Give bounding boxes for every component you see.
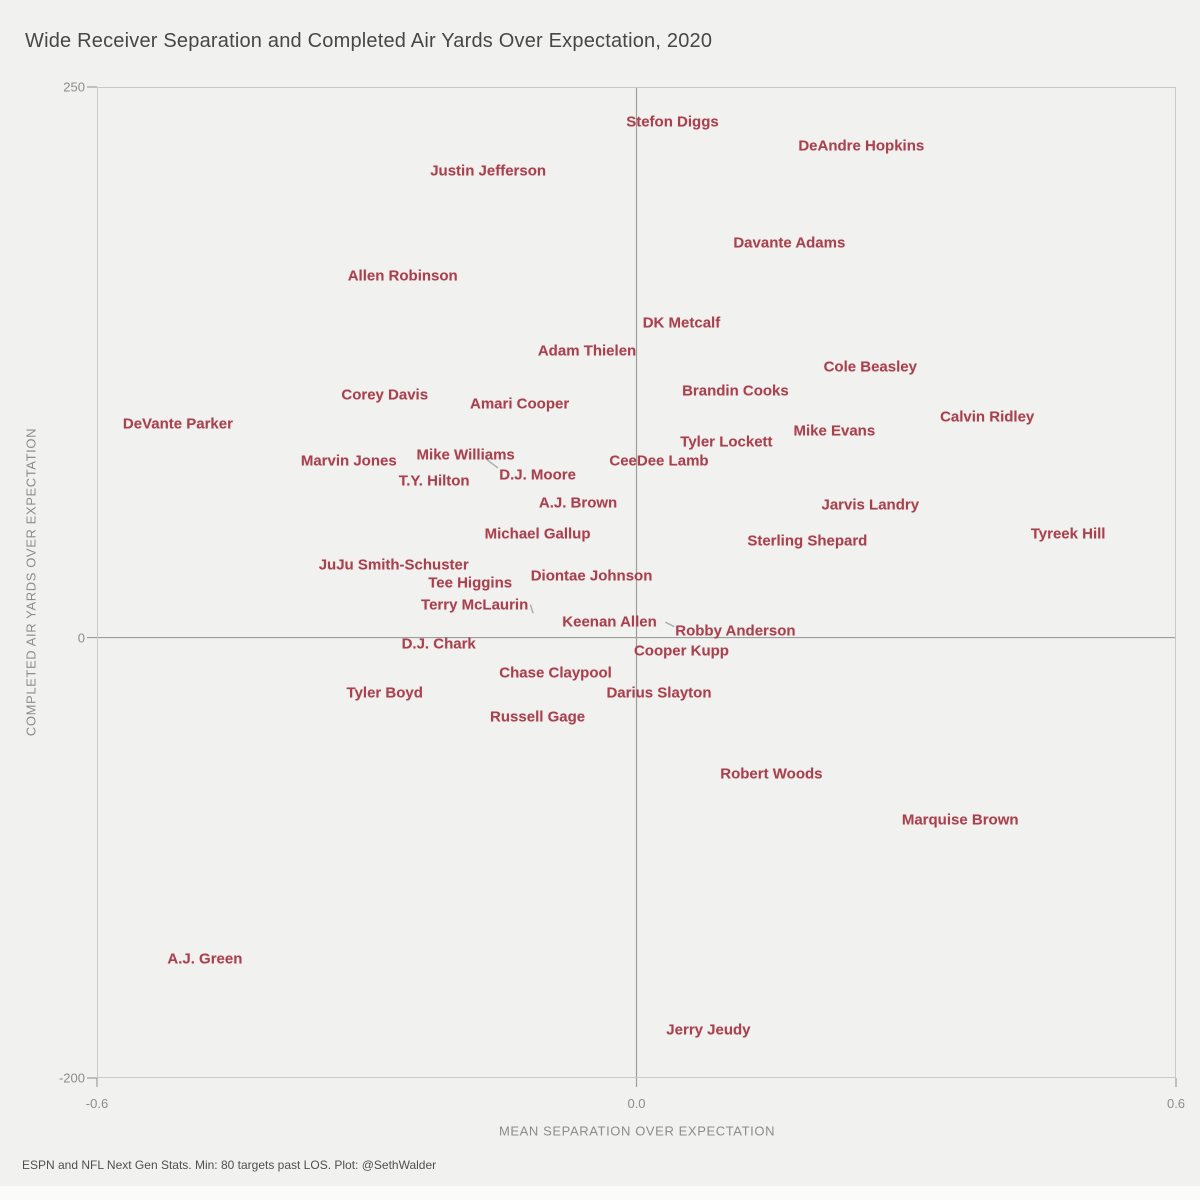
- player-label: Amari Cooper: [470, 395, 570, 413]
- player-label: Calvin Ridley: [940, 408, 1035, 426]
- x-tick-label: -0.6: [85, 1096, 109, 1111]
- y-tick-label: -200: [58, 1070, 85, 1086]
- player-label: T.Y. Hilton: [398, 472, 470, 490]
- player-label: Jarvis Landry: [821, 496, 920, 514]
- player-label: Keenan Allen: [562, 613, 657, 631]
- player-label: Jerry Jeudy: [666, 1021, 751, 1039]
- player-label: D.J. Chark: [401, 635, 476, 653]
- player-label: Corey Davis: [341, 386, 429, 404]
- player-label: D.J. Moore: [499, 466, 576, 484]
- player-label: Adam Thielen: [537, 342, 637, 360]
- bottom-strip: [0, 1186, 1200, 1200]
- player-label: Robby Anderson: [675, 622, 796, 640]
- player-label: Tyler Boyd: [346, 684, 423, 702]
- footer-note: ESPN and NFL Next Gen Stats. Min: 80 tar…: [22, 1158, 437, 1172]
- player-label: Robert Woods: [720, 765, 823, 783]
- player-label: Tyreek Hill: [1030, 525, 1106, 543]
- player-label: Russell Gage: [490, 708, 586, 726]
- player-label: DeVante Parker: [122, 415, 233, 433]
- player-label: Cooper Kupp: [633, 642, 729, 660]
- player-label: Cole Beasley: [823, 358, 917, 376]
- x-tick-label: 0.0: [627, 1096, 646, 1111]
- player-label: Michael Gallup: [484, 525, 591, 543]
- player-label: A.J. Green: [167, 950, 243, 968]
- player-label: Stefon Diggs: [626, 113, 719, 131]
- x-axis-title: MEAN SEPARATION OVER EXPECTATION: [498, 1123, 776, 1139]
- player-label: CeeDee Lamb: [609, 452, 709, 470]
- player-label: DeAndre Hopkins: [798, 137, 925, 155]
- player-label: Tee Higgins: [428, 574, 513, 591]
- player-label: Brandin Cooks: [682, 382, 789, 400]
- player-label: A.J. Brown: [538, 494, 618, 512]
- player-label: Justin Jefferson: [430, 162, 547, 180]
- player-label: DK Metcalf: [642, 314, 721, 332]
- player-label: Terry McLaurin: [421, 596, 529, 614]
- plot-area: [97, 87, 1176, 1078]
- x-tick-label: 0.6: [1166, 1096, 1186, 1111]
- chart-title: Wide Receiver Separation and Completed A…: [25, 30, 713, 52]
- player-label: Tyler Lockett: [680, 433, 773, 451]
- y-tick-label: 0: [77, 630, 85, 646]
- player-label: Diontae Johnson: [530, 567, 653, 585]
- player-label: Sterling Shepard: [747, 532, 868, 550]
- player-label: Chase Claypool: [499, 664, 612, 682]
- player-label: JuJu Smith-Schuster: [318, 556, 469, 574]
- player-label: Darius Slayton: [606, 684, 712, 702]
- player-label: Mike Williams: [416, 446, 515, 464]
- y-tick-label: 250: [63, 79, 85, 95]
- player-label: Allen Robinson: [347, 267, 458, 285]
- player-label: Mike Evans: [793, 422, 876, 440]
- player-label: Marvin Jones: [300, 452, 397, 470]
- player-label: Davante Adams: [733, 234, 846, 252]
- player-label: Marquise Brown: [901, 811, 1019, 829]
- y-axis-title: COMPLETED AIR YARDS OVER EXPECTATION: [23, 427, 39, 737]
